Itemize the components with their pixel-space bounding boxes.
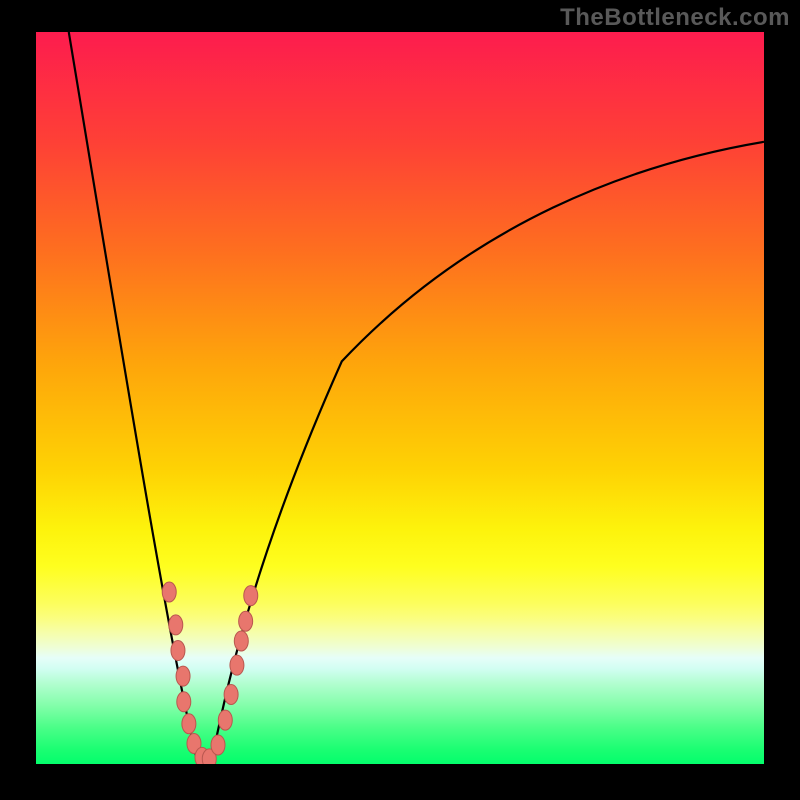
data-marker: [239, 611, 253, 631]
data-marker: [169, 615, 183, 635]
data-marker: [224, 684, 238, 704]
data-marker: [218, 710, 232, 730]
data-marker: [162, 582, 176, 602]
data-marker: [211, 735, 225, 755]
data-marker: [176, 666, 190, 686]
gradient-background: [36, 32, 764, 764]
data-marker: [244, 586, 258, 606]
data-marker: [171, 641, 185, 661]
plot-area: [36, 32, 764, 764]
data-marker: [177, 692, 191, 712]
bottleneck-curve-chart: [36, 32, 764, 764]
data-marker: [234, 631, 248, 651]
chart-frame: TheBottleneck.com: [0, 0, 800, 800]
data-marker: [182, 714, 196, 734]
watermark-text: TheBottleneck.com: [560, 4, 790, 32]
data-marker: [230, 655, 244, 675]
